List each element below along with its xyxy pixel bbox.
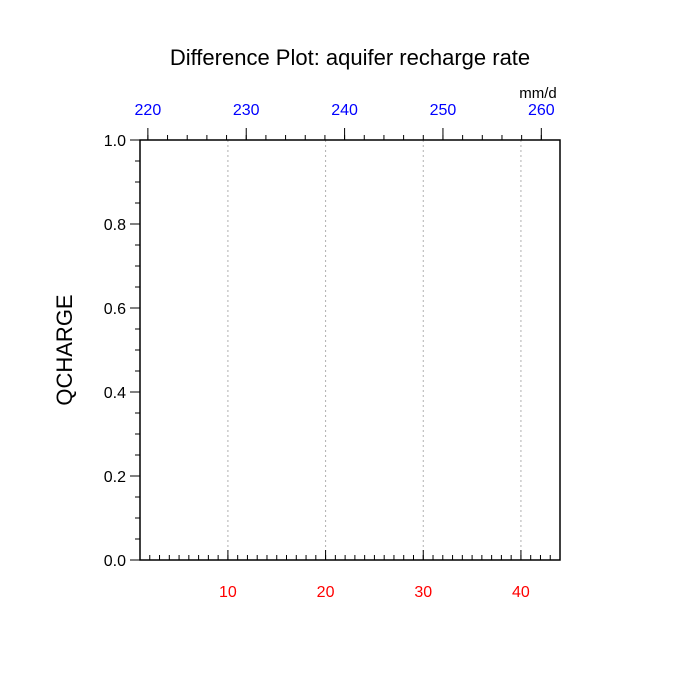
y-tick-label: 0.4 (104, 385, 126, 402)
top-tick-label: 260 (528, 102, 555, 119)
bottom-tick-label: 40 (512, 584, 530, 601)
bottom-tick-label: 10 (219, 584, 237, 601)
top-tick-label: 240 (331, 102, 358, 119)
grid-lines (227, 140, 522, 560)
y-tick-label: 1.0 (104, 133, 126, 150)
tick-labels: 0.0 0.2 0.4 0.6 0.8 1.0 10 20 30 40 220 230 240 250 26… (104, 102, 555, 601)
top-axis-units: mm/d (519, 85, 557, 102)
y-tick-label: 0.2 (104, 469, 126, 486)
bottom-tick-label: 20 (317, 584, 335, 601)
y-axis-label: QCHARGE (52, 294, 77, 405)
bottom-tick-label: 30 (414, 584, 432, 601)
plot-frame (139, 139, 561, 561)
axis-ticks (130, 128, 561, 561)
y-tick-label: 0.8 (104, 217, 126, 234)
chart-title: Difference Plot: aquifer recharge rate (170, 45, 530, 70)
top-tick-label: 250 (430, 102, 457, 119)
top-tick-label: 220 (135, 102, 162, 119)
y-tick-label: 0.6 (104, 301, 126, 318)
y-tick-label: 0.0 (104, 553, 126, 570)
top-tick-label: 230 (233, 102, 260, 119)
